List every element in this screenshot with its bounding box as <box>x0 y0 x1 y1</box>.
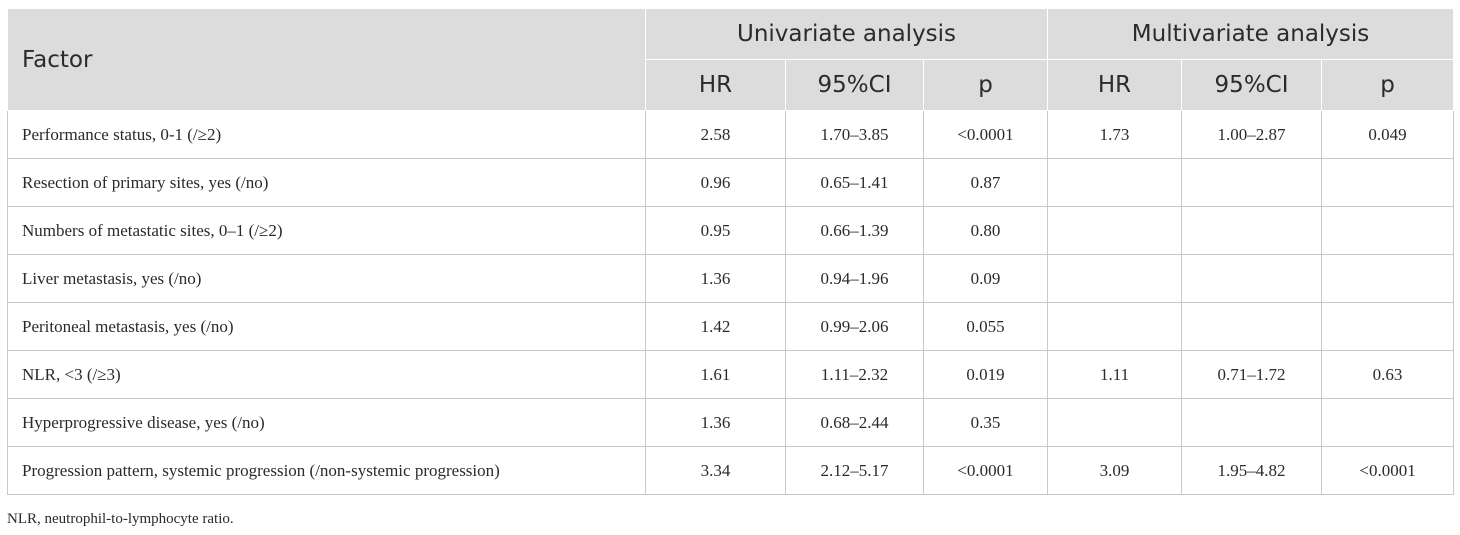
univariate-hr-cell: 0.96 <box>645 158 786 207</box>
univariate-group-header: Univariate analysis <box>644 8 1049 60</box>
table-row: Progression pattern, systemic progressio… <box>7 446 1455 495</box>
header-row-subcolumns: HR 95%CI p HR 95%CI p <box>8 59 1455 111</box>
multivariate-hr-cell <box>1047 302 1183 351</box>
univariate-hr-cell: 2.58 <box>645 110 786 159</box>
multivariate-p-cell: 0.63 <box>1321 350 1455 399</box>
univariate-hr-cell: 3.34 <box>645 446 786 495</box>
univariate-ci-cell: 0.99–2.06 <box>785 302 924 351</box>
table-row: Resection of primary sites, yes (/no) 0.… <box>7 158 1455 207</box>
multivariate-ci-cell: 1.95–4.82 <box>1181 446 1323 495</box>
multivariate-ci-cell <box>1181 254 1323 303</box>
multivariate-p-cell: 0.049 <box>1321 110 1455 159</box>
table-row: Performance status, 0-1 (/≥2) 2.58 1.70–… <box>7 110 1455 159</box>
multivariate-ci-cell <box>1181 206 1323 255</box>
multivariate-p-cell <box>1321 398 1455 447</box>
multivariate-p-header: p <box>1321 59 1455 111</box>
factor-cell: Numbers of metastatic sites, 0–1 (/≥2) <box>7 206 646 255</box>
table-body: Performance status, 0-1 (/≥2) 2.58 1.70–… <box>7 110 1455 495</box>
multivariate-hr-cell <box>1047 206 1183 255</box>
univariate-ci-cell: 2.12–5.17 <box>785 446 924 495</box>
factor-cell: Resection of primary sites, yes (/no) <box>7 158 646 207</box>
univariate-ci-cell: 0.68–2.44 <box>785 398 924 447</box>
factor-cell: Performance status, 0-1 (/≥2) <box>7 110 646 159</box>
multivariate-hr-cell <box>1047 398 1183 447</box>
multivariate-ci-cell <box>1181 158 1323 207</box>
univariate-p-header: p <box>922 59 1049 111</box>
multivariate-p-cell <box>1321 206 1455 255</box>
univariate-ci-cell: 0.65–1.41 <box>785 158 924 207</box>
multivariate-hr-cell <box>1047 254 1183 303</box>
multivariate-ci-cell: 1.00–2.87 <box>1181 110 1323 159</box>
factor-cell: NLR, <3 (/≥3) <box>7 350 646 399</box>
univariate-ci-cell: 0.94–1.96 <box>785 254 924 303</box>
univariate-ci-cell: 1.11–2.32 <box>785 350 924 399</box>
table-header: Factor Univariate analysis Multivariate … <box>7 8 1455 111</box>
factor-cell: Liver metastasis, yes (/no) <box>7 254 646 303</box>
multivariate-group-header: Multivariate analysis <box>1047 8 1455 60</box>
univariate-hr-cell: 1.42 <box>645 302 786 351</box>
univariate-p-cell: 0.019 <box>922 350 1049 399</box>
univariate-ci-header: 95%CI <box>785 59 924 111</box>
univariate-p-cell: 0.35 <box>922 398 1049 447</box>
table-row: Peritoneal metastasis, yes (/no) 1.42 0.… <box>7 302 1455 351</box>
multivariate-p-cell <box>1321 254 1455 303</box>
univariate-p-cell: 0.055 <box>922 302 1049 351</box>
multivariate-hr-cell: 1.73 <box>1047 110 1183 159</box>
univariate-hr-cell: 1.36 <box>645 254 786 303</box>
multivariate-hr-cell: 3.09 <box>1047 446 1183 495</box>
factor-column-header: Factor <box>7 8 646 111</box>
univariate-ci-cell: 0.66–1.39 <box>785 206 924 255</box>
factor-cell: Peritoneal metastasis, yes (/no) <box>7 302 646 351</box>
results-table: Factor Univariate analysis Multivariate … <box>7 8 1455 495</box>
univariate-p-cell: <0.0001 <box>922 110 1049 159</box>
multivariate-hr-cell <box>1047 158 1183 207</box>
factor-cell: Hyperprogressive disease, yes (/no) <box>7 398 646 447</box>
table-row: Numbers of metastatic sites, 0–1 (/≥2) 0… <box>7 206 1455 255</box>
factor-cell: Progression pattern, systemic progressio… <box>7 446 646 495</box>
table-row: Hyperprogressive disease, yes (/no) 1.36… <box>7 398 1455 447</box>
univariate-hr-header: HR <box>645 59 786 111</box>
univariate-p-cell: 0.87 <box>922 158 1049 207</box>
multivariate-p-cell <box>1321 302 1455 351</box>
multivariate-hr-cell: 1.11 <box>1047 350 1183 399</box>
univariate-p-cell: <0.0001 <box>922 446 1049 495</box>
multivariate-ci-cell <box>1181 398 1323 447</box>
table-footnote: NLR, neutrophil-to-lymphocyte ratio. <box>7 511 234 527</box>
univariate-p-cell: 0.80 <box>922 206 1049 255</box>
univariate-hr-cell: 1.36 <box>645 398 786 447</box>
multivariate-ci-cell: 0.71–1.72 <box>1181 350 1323 399</box>
multivariate-ci-cell <box>1181 302 1323 351</box>
table-row: Liver metastasis, yes (/no) 1.36 0.94–1.… <box>7 254 1455 303</box>
univariate-ci-cell: 1.70–3.85 <box>785 110 924 159</box>
multivariate-hr-header: HR <box>1047 59 1183 111</box>
univariate-hr-cell: 1.61 <box>645 350 786 399</box>
multivariate-p-cell: <0.0001 <box>1321 446 1455 495</box>
univariate-p-cell: 0.09 <box>922 254 1049 303</box>
table-row: NLR, <3 (/≥3) 1.61 1.11–2.32 0.019 1.11 … <box>7 350 1455 399</box>
multivariate-p-cell <box>1321 158 1455 207</box>
header-row-groups: Factor Univariate analysis Multivariate … <box>7 8 1455 111</box>
multivariate-ci-header: 95%CI <box>1181 59 1323 111</box>
results-table-container: Factor Univariate analysis Multivariate … <box>7 8 1455 495</box>
univariate-hr-cell: 0.95 <box>645 206 786 255</box>
